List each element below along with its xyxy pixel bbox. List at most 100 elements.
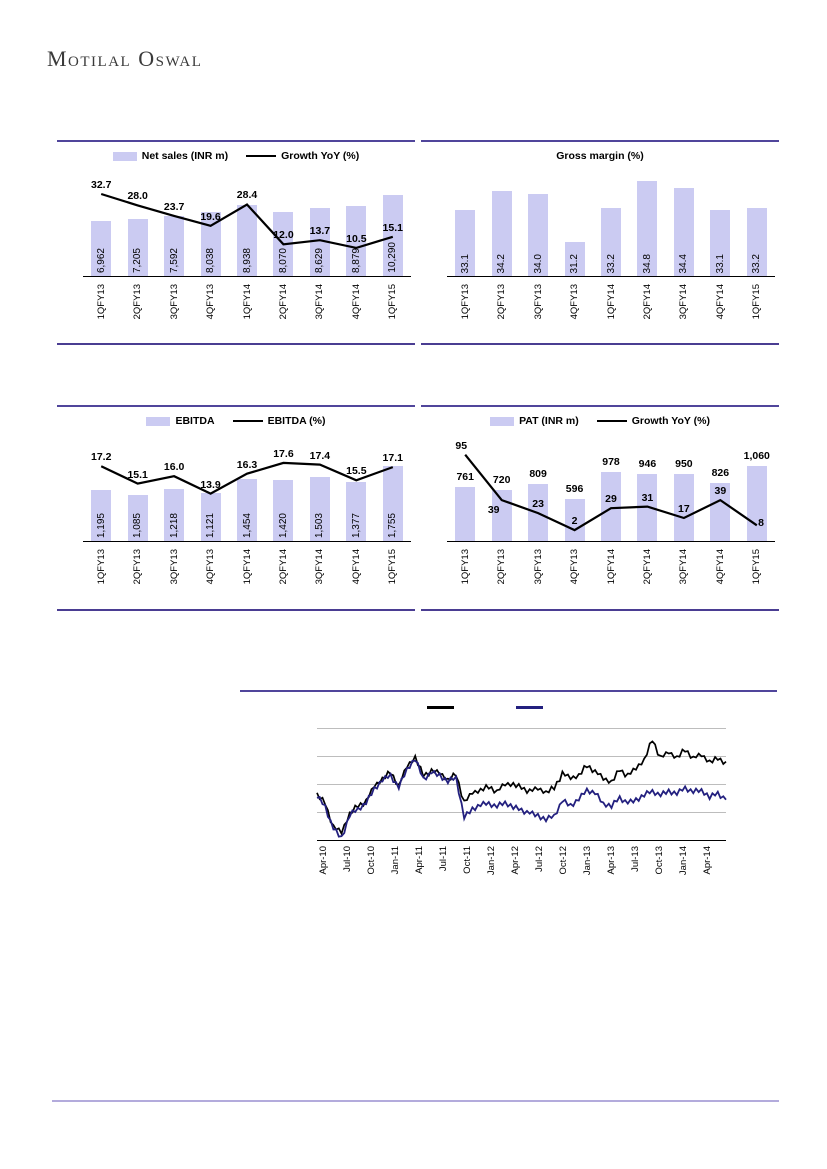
x-tick-label: Oct-11 [461,846,473,874]
bar-value-label: 34.0 [532,253,544,273]
bar-4QFY14 [710,209,731,276]
net-sales-legend: Net sales (INR m) Growth YoY (%) [57,148,415,164]
bar-4QFY14 [346,205,367,276]
x-tick-label: 1QFY14 [605,284,617,320]
x-tick: 1QFY13 [91,549,111,584]
pat-panel: PAT (INR m) Growth YoY (%) 761 720 809 596 9… [421,405,779,611]
line-value-label: 17.4 [309,449,331,462]
x-tick-label: 2QFY13 [132,549,144,585]
bar-value-label: 33.1 [714,253,726,273]
x-tick-label: 4QFY13 [569,284,581,320]
x-tick: 1QFY14 [601,549,621,584]
x-tick: 3QFY13 [528,284,548,319]
line-value-label: 39 [487,504,500,517]
x-tick: Jan-13 [580,846,596,875]
line-value-label: 31 [641,491,654,504]
bar-value-label: 1,060 [743,449,770,462]
legend-item-bar: Net sales (INR m) [112,150,228,162]
gridline [317,728,726,729]
bar-3QFY13 [528,194,549,276]
bar-value-label-wrap: 34.0 [528,254,548,273]
bar-value-label-wrap: 34.4 [674,254,694,273]
net-sales-x-axis: 1QFY13 2QFY13 3QFY13 4QFY13 1QFY14 2QFY14 3QFY… [83,277,411,335]
ebitda-legend: EBITDA EBITDA (%) [57,413,415,429]
x-tick: 1QFY14 [237,284,257,319]
gross-margin-panel: Gross margin (%) 33.1 34.2 34.0 31.2 33.2 34.… [421,140,779,345]
x-tick-label: Jul-13 [630,846,642,872]
x-tick-label: 1QFY13 [459,284,471,320]
bar-1QFY13 [91,220,112,276]
stock-price-plot [316,728,727,841]
x-tick-label: 1QFY15 [387,284,399,320]
bar-value-label: 950 [675,457,693,470]
bar-value-label: 720 [492,474,511,486]
gridline [317,756,726,757]
ebitda-x-axis: 1QFY13 2QFY13 3QFY13 4QFY13 1QFY14 2QFY14 3QFY… [83,542,411,600]
x-tick-label: Jan-14 [678,846,690,876]
line-value-label: 15.1 [127,468,148,481]
bar-1QFY15 [382,194,403,276]
x-tick: 3QFY14 [674,549,694,584]
legend-label: Growth YoY (%) [631,415,710,427]
net-sales-plot: 6,962 7,205 7,592 8,038 8,938 8,070 8,629 8,879… [83,174,411,277]
x-tick: Jan-14 [676,846,692,875]
line-value-label: 17.6 [273,447,294,460]
bar-4QFY13 [200,212,221,276]
x-tick: 4QFY14 [710,284,730,319]
x-tick-label: Oct-10 [365,846,377,875]
line-value-label: 95 [455,439,468,452]
x-tick-label: Jul-12 [534,846,546,872]
gross-margin-x-axis: 1QFY13 2QFY13 3QFY13 4QFY13 1QFY14 2QFY14 3QFY… [447,277,775,335]
x-tick: 2QFY13 [128,284,148,319]
x-tick-label: 3QFY13 [532,284,544,320]
x-tick-label: 4QFY14 [350,549,362,585]
bar-value-label: 826 [711,466,730,479]
x-tick: 1QFY15 [747,549,767,584]
bar-2QFY14 [637,180,658,276]
line-value-label: 16.3 [236,458,258,471]
line-value-label: 15.1 [382,221,403,234]
line-value-label: 17.1 [382,452,403,465]
stock-price-legend [240,706,777,709]
x-tick-label: Oct-13 [654,846,666,875]
bar-value-label: 34.2 [496,253,508,273]
navy-line-swatch-icon [515,706,543,709]
line-value-label: 28.0 [127,190,148,203]
bar-value-label: 978 [602,455,620,468]
gross-margin-plot: 33.1 34.2 34.0 31.2 33.2 34.8 34.4 33.1 33.2 [447,174,775,277]
footer-divider [52,1100,779,1102]
gross-margin-title: Gross margin (%) [556,150,644,162]
series-navy-polyline [316,759,727,838]
x-tick: 2QFY13 [492,284,512,319]
x-tick-label: Apr-13 [606,846,618,875]
ebitda-plot: 1,195 1,085 1,218 1,121 1,454 1,420 1,503 1,377… [83,439,411,542]
bar-1QFY14 [237,478,257,541]
x-tick: Apr-11 [411,846,427,874]
bar-value-label: 946 [638,458,657,470]
bar-2QFY13 [491,191,512,276]
bar-2QFY13 [127,219,148,276]
x-tick-label: 2QFY13 [496,549,508,585]
x-tick: Oct-11 [459,846,475,874]
bar-value-label-wrap: 33.2 [601,254,621,273]
x-tick: 4QFY13 [565,549,585,584]
x-tick-label: 1QFY14 [241,549,253,585]
bar-value-label: 34.8 [641,253,653,273]
legend-label: EBITDA (%) [267,415,326,427]
bar-2QFY13 [127,494,148,541]
x-tick-label: 1QFY15 [751,549,763,585]
bar-4QFY14 [710,482,731,541]
line-value-label: 8 [758,517,764,530]
bar-swatch-icon [112,151,137,161]
x-tick: 4QFY14 [346,284,366,319]
x-tick: Apr-14 [700,846,716,875]
x-tick-label: 4QFY13 [569,549,581,585]
x-tick: Apr-10 [315,846,331,875]
x-tick-label: Oct-12 [558,846,570,875]
x-tick-label: Jan-12 [485,846,497,876]
line-swatch-icon [246,154,277,158]
line-value-label: 12.0 [273,229,294,242]
legend-label: Growth YoY (%) [281,150,360,162]
x-tick-label: Apr-12 [509,846,521,875]
x-tick: 4QFY14 [710,549,730,584]
